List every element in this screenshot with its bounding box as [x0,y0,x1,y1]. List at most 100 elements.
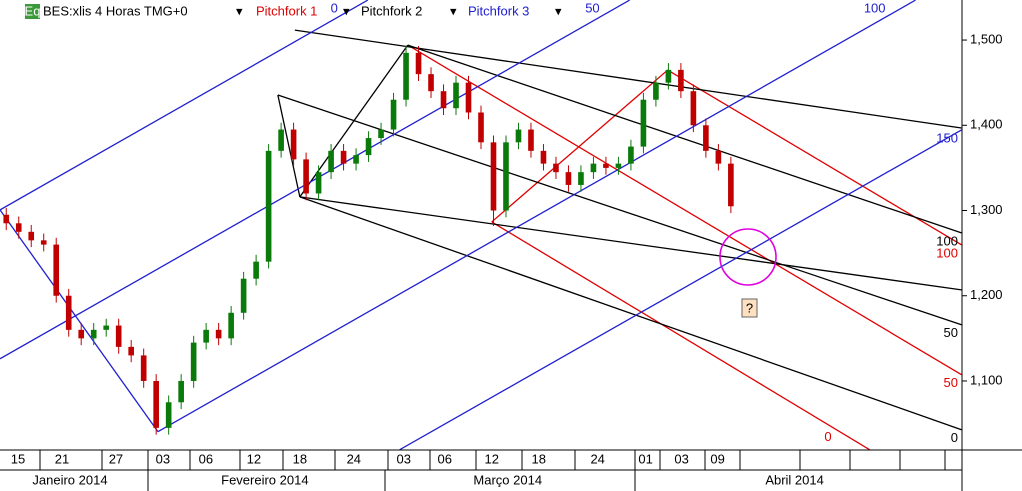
x-tick-label: 06 [199,451,213,466]
y-tick-label: 1,200 [970,287,1003,302]
candle-body [178,380,184,403]
pitchfork-line [299,196,962,431]
candle-body [440,91,447,109]
pitchfork-line [0,209,159,433]
annotation-text: ? [746,300,753,315]
candle-body [603,163,609,168]
candle-body [590,163,597,173]
pitchfork-line [277,94,301,198]
candle-body [228,312,234,339]
candle-body [403,52,409,100]
candle-body [203,329,209,343]
candle-body [528,129,534,151]
candle-body [340,150,347,164]
candle-body [115,325,122,347]
x-tick-label: 24 [590,451,604,466]
candle-body [478,112,484,143]
y-tick-label: 1,100 [970,372,1003,387]
month-label: Fevereiro 2014 [221,472,308,487]
candle-body [128,346,134,356]
x-tick-label: 09 [710,451,724,466]
candle-body [703,125,709,151]
highlight-circle [719,228,777,286]
candle-body [465,82,472,113]
candle-body [215,329,222,339]
candle-body [415,52,422,75]
candle-body [303,159,309,194]
x-tick-label: 18 [531,451,545,466]
candle-body [353,155,359,164]
symbol-icon [25,4,40,19]
candle-body [365,138,372,156]
candle-body [265,150,272,262]
candle-body [690,91,697,126]
x-tick-label: 06 [438,451,452,466]
y-tick-label: 1,300 [970,202,1003,217]
candle-body [153,380,159,428]
x-tick-label: 03 [397,451,411,466]
x-tick-label: 03 [674,451,688,466]
x-tick-label: 27 [109,451,123,466]
x-tick-label: 12 [247,451,261,466]
pitchfork-level-label: 100 [864,0,886,15]
pitchfork-line [157,0,916,433]
candle-body [90,329,97,339]
x-tick-label: 12 [485,451,499,466]
y-tick-label: 1,400 [970,117,1003,132]
dropdown-arrow[interactable]: ▾ [343,3,350,18]
candle-body [253,261,259,279]
candle-body [715,150,722,164]
candle-body [53,244,60,296]
candle-body [190,342,197,381]
x-tick-label: 15 [11,451,25,466]
candle-body [390,99,397,130]
pitchfork-line [0,0,369,211]
candle-body [490,142,497,211]
candle-body [290,129,297,160]
date-separators [39,450,946,491]
dropdown-arrow[interactable]: ▾ [555,3,562,18]
x-tick-label: 18 [293,451,307,466]
candle-body [40,240,47,245]
pitchfork-level-label: 0 [951,430,958,445]
candle-body [428,74,434,92]
candle-body [28,231,35,241]
candle-body [278,129,284,151]
candle-body [503,142,509,211]
candle-body [553,163,559,173]
candle-body [665,69,672,83]
dropdown-arrow[interactable]: ▾ [236,3,243,18]
month-label: Janeiro 2014 [32,472,107,487]
pitchfork-level-label: 150 [936,130,958,145]
header: Eq BES:xlis 4 Horas TMG+0 ▾ Pitchfork 1 … [25,3,562,19]
candle-body [578,172,584,185]
candle-body [3,214,10,224]
pitchfork-level-label: 0 [824,429,831,444]
legend-pitchfork[interactable]: Pitchfork 1 [256,3,317,18]
month-label: Abril 2014 [765,472,824,487]
pitchfork-line [299,196,962,291]
pitchfork-level-label: 50 [944,325,958,340]
legend-pitchfork[interactable]: Pitchfork 3 [468,3,529,18]
candle-body [315,172,322,194]
candle-body [453,82,459,109]
candle-body [565,172,572,185]
pitchfork-line [277,94,962,326]
symbol-title[interactable]: BES:xlis 4 Horas TMG+0 [43,3,188,18]
annotation-box [741,298,758,318]
candle-body [140,355,147,381]
pitchfork-line [407,44,962,376]
candle-body [378,129,384,139]
x-tick-label: 03 [156,451,170,466]
pitchfork-level-label: 50 [585,0,599,15]
legend-pitchfork[interactable]: Pitchfork 2 [361,3,422,18]
pitchfork-level-label: 50 [944,375,958,390]
pitchfork-line [407,44,962,234]
symbol-icon-text: Eq [25,3,41,18]
candle-body [328,150,334,173]
pitchfork-line [0,0,630,360]
dropdown-arrow[interactable]: ▾ [450,3,457,18]
